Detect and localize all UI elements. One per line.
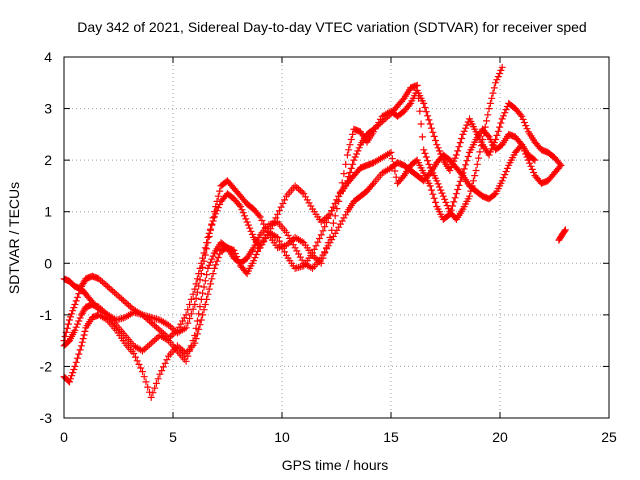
grid-layer <box>64 57 609 418</box>
x-tick-label: 20 <box>492 429 508 445</box>
y-axis-label: SDTVAR / TECUs <box>6 182 22 294</box>
series-track-a <box>60 86 565 345</box>
series-track-e <box>555 226 569 244</box>
x-tick-label: 5 <box>169 429 177 445</box>
chart-title: Day 342 of 2021, Sidereal Day-to-day VTE… <box>77 19 586 35</box>
y-tick-label: 0 <box>44 255 52 271</box>
x-tick-label: 25 <box>601 429 617 445</box>
x-tick-label: 0 <box>60 429 68 445</box>
y-tick-label: 3 <box>44 101 52 117</box>
y-tick-label: -3 <box>40 410 53 426</box>
x-axis-label: GPS time / hours <box>282 457 389 473</box>
y-tick-label: 4 <box>44 49 52 65</box>
x-tick-label: 15 <box>383 429 399 445</box>
plot-border <box>63 56 610 419</box>
y-tick-label: -1 <box>40 307 53 323</box>
y-tick-label: -2 <box>40 358 53 374</box>
axes-layer: 0 5 10 15 20 25 -3 -2 -1 0 1 2 3 4 <box>40 49 617 445</box>
y-tick-label: 2 <box>44 152 52 168</box>
y-tick-label: 1 <box>44 204 52 220</box>
series-layer <box>60 63 569 401</box>
x-tick-label: 10 <box>274 429 290 445</box>
